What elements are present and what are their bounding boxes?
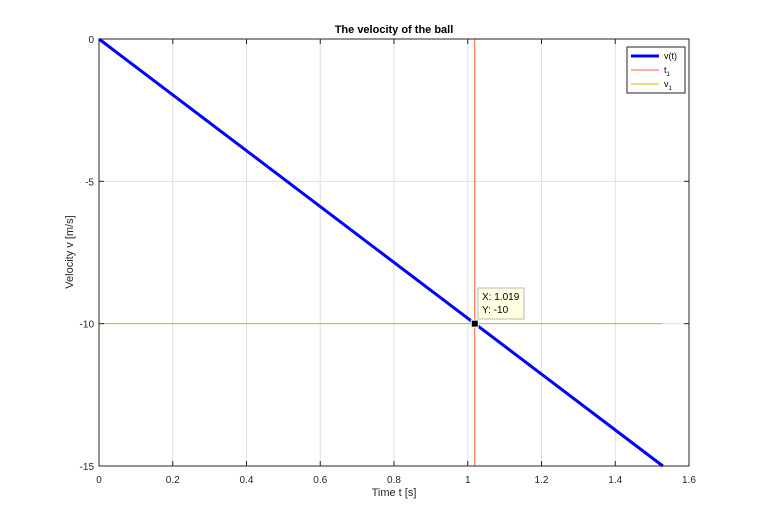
legend-label-main: t [664, 65, 667, 75]
x-tick-label: 1.6 [682, 475, 696, 486]
legend-label-main: v(t) [664, 51, 677, 61]
legend-label-main: v [664, 79, 669, 89]
x-tick-label: 1.4 [608, 475, 622, 486]
legend-label-t1: t1 [664, 65, 671, 78]
chart-title: The velocity of the ball [335, 24, 454, 36]
y-tick-label: -5 [85, 177, 94, 188]
datatip-box [477, 287, 525, 320]
series-line-v(t) [98, 37, 664, 468]
x-tick-label: 0.4 [240, 475, 254, 486]
datatip-x-text: X: 1.019 [482, 292, 520, 303]
y-axis-label: Velocity v [m/s] [64, 215, 76, 288]
x-axis-label: Time t [s] [372, 487, 417, 499]
x-tick-label: 0.2 [166, 475, 180, 486]
legend-label-subscript: 1 [669, 86, 673, 92]
datatip-y-text: Y: -10 [482, 305, 509, 316]
datatip-marker[interactable] [470, 319, 479, 328]
x-tick-label: 1.2 [535, 475, 549, 486]
legend-label-subscript: 1 [667, 72, 671, 78]
x-tick-label: 0 [96, 475, 102, 486]
series-layer [98, 37, 664, 468]
axis-ticks: 0 0.2 0.4 0.6 0.8 1 1.2 1.4 1.6 0 -5 -10 -15 [80, 35, 697, 486]
y-tick-label: -15 [80, 462, 95, 473]
y-tick-label: -10 [80, 320, 95, 331]
x-tick-label: 1 [465, 475, 471, 486]
x-tick-label: 0.6 [313, 475, 327, 486]
y-tick-label: 0 [88, 35, 94, 46]
legend-label-v(t): v(t) [664, 51, 677, 61]
legend-label-v1: v1 [664, 79, 673, 92]
datatip[interactable]: X: 1.019 Y: -10 [470, 287, 525, 328]
x-tick-label: 0.8 [387, 475, 401, 486]
